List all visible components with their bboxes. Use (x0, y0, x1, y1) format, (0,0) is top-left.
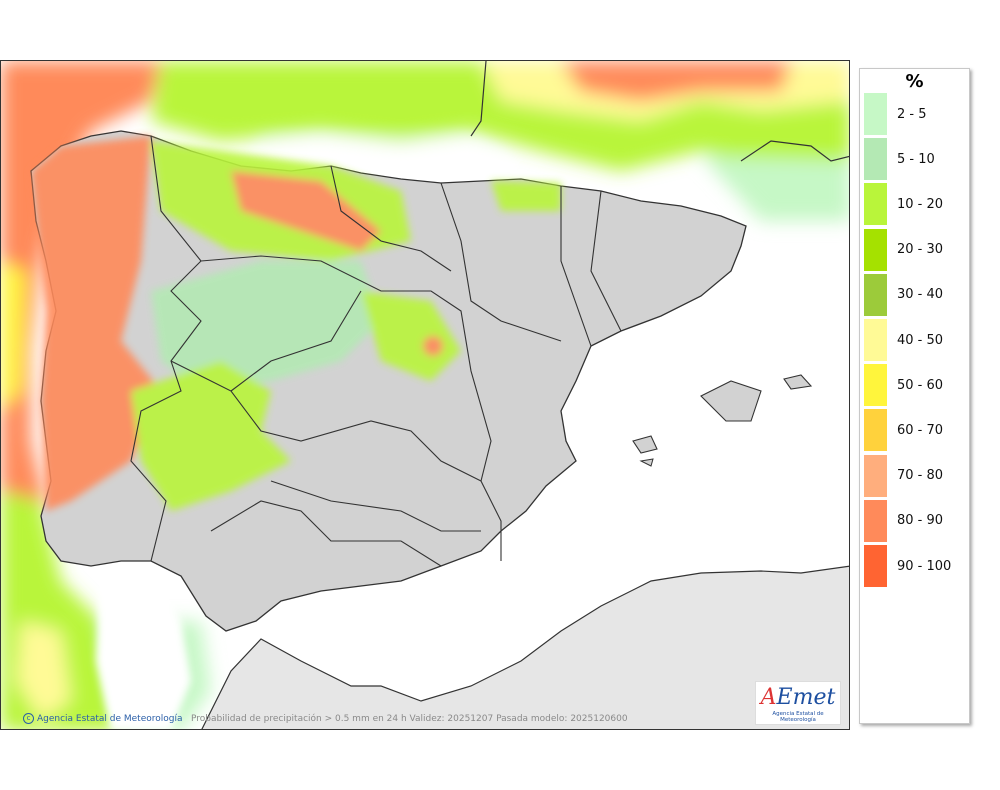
legend-item: 20 - 30 (864, 228, 944, 271)
legend-swatch (864, 454, 887, 497)
legend-item: 40 - 50 (864, 319, 943, 361)
legend-swatch (864, 409, 887, 452)
legend-title: % (905, 71, 924, 92)
copyright-icon: c (23, 713, 34, 724)
legend-swatch (864, 273, 887, 316)
legend-swatch (864, 499, 887, 542)
menorca (783, 374, 813, 390)
legend-swatch (864, 183, 887, 226)
legend-item: 90 - 100 (864, 545, 951, 587)
legend-item: 2 - 5 (864, 93, 927, 135)
north-africa (201, 565, 849, 729)
mallorca (700, 380, 762, 422)
legend-swatch (864, 545, 887, 587)
legend-label: 5 - 10 (897, 151, 935, 167)
legend-item: 60 - 70 (864, 409, 944, 452)
legend-label: 60 - 70 (897, 422, 944, 438)
legend-item: 30 - 40 (864, 273, 944, 316)
legend-label: 80 - 90 (897, 513, 944, 529)
logo-subtitle: Agencia Estatal de Meteorología (772, 711, 824, 723)
credit-text: c Agencia Estatal de Meteorología (23, 713, 183, 724)
map-canvas (1, 61, 849, 729)
france-coast (470, 61, 487, 137)
aemet-logo: AEmet Agencia Estatal de Meteorología (755, 681, 841, 725)
legend-swatch (864, 138, 887, 181)
legend-swatch (864, 364, 887, 407)
formentera (639, 458, 654, 467)
legend-item: 5 - 10 (864, 138, 935, 181)
legend-swatch (864, 319, 887, 361)
france-south-coast (740, 140, 849, 162)
legend-item: 70 - 80 (864, 454, 944, 497)
map-caption: Probabilidad de precipitación > 0.5 mm e… (191, 714, 628, 724)
legend-swatch (864, 93, 887, 135)
legend-label: 10 - 20 (897, 196, 944, 212)
forecast-map: c Agencia Estatal de Meteorología Probab… (0, 60, 850, 730)
iberian-peninsula (30, 130, 747, 632)
legend-label: 40 - 50 (897, 332, 944, 348)
legend-label: 50 - 60 (897, 377, 944, 393)
legend-label: 20 - 30 (897, 242, 944, 258)
legend-item: 10 - 20 (864, 183, 944, 226)
legend-item: 50 - 60 (864, 364, 944, 407)
legend-item: 80 - 90 (864, 499, 944, 542)
credit-label: Agencia Estatal de Meteorología (37, 713, 183, 724)
legend-label: 70 - 80 (897, 468, 944, 484)
legend-swatch (864, 228, 887, 271)
regional-borders (130, 135, 622, 567)
ibiza (632, 435, 658, 454)
legend-label: 2 - 5 (897, 106, 927, 122)
legend-panel: % 2 - 5 5 - 10 10 - 20 20 - 30 30 - 40 40 - 5… (859, 68, 970, 724)
logo-wordmark: AEmet (760, 685, 836, 710)
legend-label: 30 - 40 (897, 287, 944, 303)
land-probability-field (31, 136, 561, 511)
legend-label: 90 - 100 (897, 558, 952, 574)
